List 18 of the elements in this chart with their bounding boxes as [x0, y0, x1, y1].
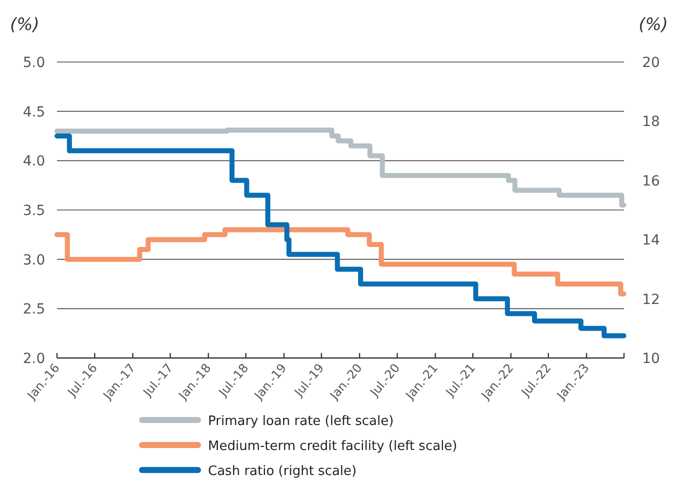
- y-axis-title: (%): [10, 15, 40, 35]
- y-tick-label: 2.5: [22, 302, 46, 318]
- y2-axis-title: (%): [638, 15, 668, 35]
- legend-label: Primary loan rate (left scale): [208, 414, 394, 429]
- legend-label: Cash ratio (right scale): [208, 464, 357, 479]
- y-tick-label: 3.5: [22, 203, 46, 219]
- y-tick-label: 3.0: [22, 252, 46, 268]
- y-tick-label: 4.0: [22, 154, 46, 170]
- y-tick-label: 5.0: [22, 55, 46, 71]
- legend-label: Medium-term credit facility (left scale): [208, 439, 458, 454]
- y-tick-label: 2.0: [22, 351, 46, 367]
- y-tick-label: 4.5: [22, 104, 46, 120]
- y2-tick-label: 16: [642, 173, 660, 190]
- y2-tick-label: 12: [642, 292, 660, 308]
- y2-tick-label: 10: [642, 351, 660, 367]
- y2-tick-label: 18: [642, 114, 660, 130]
- y2-tick-label: 20: [642, 55, 660, 71]
- y2-tick-label: 14: [642, 232, 660, 249]
